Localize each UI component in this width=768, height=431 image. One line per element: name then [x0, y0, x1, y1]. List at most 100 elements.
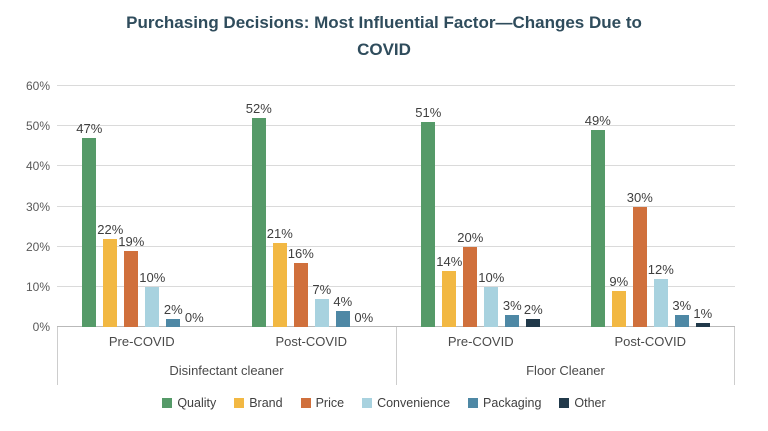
legend-label: Convenience: [377, 396, 451, 410]
bar-column-brand: 14%: [436, 86, 462, 327]
bar-data-label: 22%: [97, 221, 124, 237]
bar-brand: [272, 242, 287, 327]
legend-label: Quality: [177, 396, 217, 410]
bar-data-label: 2%: [523, 301, 543, 317]
legend-swatch-icon: [468, 398, 479, 408]
legend-item-brand: Brand: [234, 396, 283, 410]
gridline: [57, 285, 735, 287]
bar-data-label: 3%: [502, 297, 522, 313]
bar-data-label: 3%: [672, 297, 692, 313]
legend-swatch-icon: [362, 398, 373, 408]
y-tick-label: 50%: [25, 119, 50, 134]
bar-column-convenience: 7%: [312, 86, 331, 327]
legend-item-convenience: Convenience: [362, 396, 450, 410]
bar-column-brand: 21%: [267, 86, 293, 327]
legend: Quality Brand Price Convenience Packaging Oth…: [0, 396, 768, 410]
y-tick-label: 20%: [25, 239, 50, 254]
bar-brand: [611, 290, 626, 327]
bar-column-packaging: 3%: [672, 86, 692, 327]
chart-title-line1: Purchasing Decisions: Most Influential F…: [126, 13, 642, 32]
bar-column-other: 1%: [693, 86, 713, 327]
legend-item-other: Other: [559, 396, 606, 410]
gridline: [57, 165, 735, 167]
bar-data-label: 4%: [333, 293, 353, 309]
bar-column-packaging: 4%: [333, 86, 353, 327]
bar-convenience: [145, 286, 160, 327]
period-label: Pre-COVID: [108, 334, 175, 349]
bar-data-label: 12%: [647, 261, 674, 277]
bar-data-label: 1%: [693, 305, 713, 321]
bar-packaging: [335, 310, 350, 327]
bar-packaging: [166, 318, 181, 327]
bar-price: [124, 250, 139, 327]
bar-price: [463, 246, 478, 327]
legend-item-packaging: Packaging: [468, 396, 541, 410]
bar-data-label: 14%: [436, 253, 463, 269]
bar-data-label: 19%: [118, 233, 145, 249]
bar-convenience: [314, 298, 329, 327]
category-label: Floor Cleaner: [526, 363, 605, 378]
period-label: Pre-COVID: [447, 334, 514, 349]
legend-swatch-icon: [300, 398, 311, 408]
gridline: [57, 245, 735, 247]
bar-column-brand: 9%: [609, 86, 628, 327]
gridline: [57, 205, 735, 207]
bar-data-label: 2%: [163, 301, 183, 317]
bar-data-label: 20%: [457, 229, 484, 245]
bar-convenience: [653, 278, 668, 327]
chart-title: Purchasing Decisions: Most Influential F…: [0, 9, 768, 63]
category-label: Disinfectant cleaner: [169, 363, 284, 378]
period-label: Post-COVID: [275, 334, 347, 349]
bar-column-price: 19%: [118, 86, 144, 327]
gridline: [57, 125, 735, 127]
bar-column-price: 20%: [457, 86, 483, 327]
legend-label: Brand: [249, 396, 283, 410]
bar-column-quality: 47%: [76, 86, 102, 327]
bar-column-price: 30%: [627, 86, 653, 327]
bar-group-post-covid-1: 52% 21% 16% 7% 4% 0%: [227, 86, 397, 327]
x-axis-line: [57, 326, 735, 327]
bar-column-other: 2%: [523, 86, 543, 327]
bar-quality: [251, 118, 266, 327]
category-axis-tick: [57, 327, 58, 385]
bar-data-label: 10%: [478, 269, 505, 285]
bar-other: [526, 318, 541, 327]
y-tick-label: 30%: [25, 199, 50, 214]
legend-label: Price: [315, 396, 345, 410]
bar-data-label: 0%: [184, 310, 204, 325]
bar-data-label: 51%: [415, 105, 442, 121]
bar-column-convenience: 10%: [139, 86, 165, 327]
legend-item-quality: Quality: [162, 396, 216, 410]
plot-area: 47% 22% 19% 10% 2% 0% 52% 21% 16% 7% 4% 0% 51% 14% 20%…: [57, 85, 736, 327]
legend-item-price: Price: [300, 396, 345, 410]
legend-swatch-icon: [162, 398, 173, 408]
category-axis-tick: [396, 327, 397, 385]
period-label: Post-COVID: [614, 334, 686, 349]
bar-data-label: 30%: [626, 189, 653, 205]
bar-column-other: 0%: [354, 86, 374, 327]
bar-packaging: [505, 314, 520, 327]
y-tick-label: 60%: [25, 79, 50, 93]
bar-data-label: 0%: [354, 310, 374, 325]
y-tick-label: 10%: [25, 279, 50, 294]
bar-column-other: 0%: [184, 86, 204, 327]
bar-price: [293, 262, 308, 327]
bar-price: [632, 206, 647, 327]
bar-column-price: 16%: [288, 86, 314, 327]
bar-packaging: [674, 314, 689, 327]
bar-group-post-covid-3: 49% 9% 30% 12% 3% 1%: [566, 86, 736, 327]
bar-other: [695, 322, 710, 327]
bar-column-convenience: 12%: [648, 86, 674, 327]
bar-column-packaging: 3%: [502, 86, 522, 327]
bar-group-pre-covid-0: 47% 22% 19% 10% 2% 0%: [57, 86, 227, 327]
bar-data-label: 47%: [76, 121, 103, 137]
category-axis-tick: [734, 327, 735, 385]
bar-quality: [82, 138, 97, 327]
bar-data-label: 52%: [245, 101, 272, 117]
y-tick-label: 40%: [25, 159, 50, 174]
legend-swatch-icon: [234, 398, 245, 408]
bar-group-pre-covid-2: 51% 14% 20% 10% 3% 2%: [396, 86, 566, 327]
bar-data-label: 16%: [287, 245, 314, 261]
bar-quality: [421, 122, 436, 327]
